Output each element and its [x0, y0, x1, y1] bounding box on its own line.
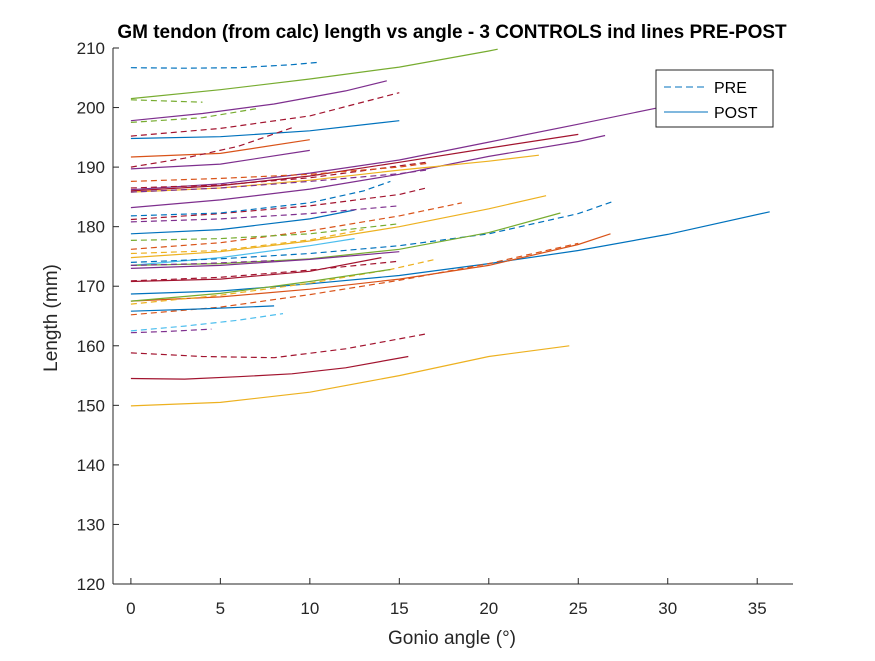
y-tick-label: 210: [77, 39, 105, 58]
series-line-7-post: [130, 120, 400, 140]
series-line-4-pre: [130, 108, 257, 123]
axes-layer: [112, 48, 793, 585]
x-ticks: 0 5 10 15 20 25 30 35: [126, 578, 767, 618]
x-tick-label: 30: [658, 599, 677, 618]
series-line-24-pre: [130, 229, 364, 255]
y-tick-label: 200: [77, 99, 105, 118]
series-line-22-pre: [130, 202, 463, 250]
series-line-41-pre: [130, 333, 427, 359]
series-line-2-post: [130, 48, 498, 100]
series-line-32-pre: [130, 260, 400, 282]
x-tick-label: 25: [569, 599, 588, 618]
series-line-21-pre: [130, 205, 400, 223]
x-tick-label: 10: [300, 599, 319, 618]
legend-label-pre: PRE: [714, 80, 747, 97]
series-line-29-post: [130, 251, 400, 269]
series-line-11-post: [130, 134, 606, 209]
series-line-6-pre: [130, 92, 400, 137]
series-line-40-pre: [130, 328, 212, 334]
y-tick-label: 130: [77, 515, 105, 534]
series-line-23-post: [130, 195, 547, 259]
series-line-39-pre: [130, 313, 284, 332]
y-axis-label: Length (mm): [41, 264, 62, 372]
x-tick-label: 5: [216, 599, 225, 618]
series-line-8-post: [130, 139, 310, 158]
legend-box: [655, 69, 774, 128]
series-line-33-post: [130, 211, 770, 295]
y-tick-label: 190: [77, 158, 105, 177]
x-axis-label: Gonio angle (°): [388, 628, 516, 649]
series-line-15-pre: [130, 161, 427, 189]
series-layer: [130, 48, 770, 407]
y-tick-label: 160: [77, 337, 105, 356]
x-tick-label: 15: [390, 599, 409, 618]
legend-label-post: POST: [714, 105, 758, 122]
series-line-1-pre: [130, 61, 319, 69]
x-tick-label: 20: [479, 599, 498, 618]
x-tick-label: 35: [748, 599, 767, 618]
series-line-3-pre: [130, 99, 203, 103]
x-tick-label: 0: [126, 599, 135, 618]
y-tick-label: 140: [77, 456, 105, 475]
y-tick-label: 170: [77, 277, 105, 296]
series-line-9-pre: [130, 127, 293, 168]
series-line-26-pre: [130, 200, 615, 263]
series-line-14-post: [130, 149, 310, 170]
y-tick-label: 180: [77, 218, 105, 237]
series-line-42-post: [130, 355, 409, 380]
series-line-43-post: [130, 345, 570, 407]
y-tick-label: 150: [77, 396, 105, 415]
y-tick-label: 120: [77, 575, 105, 594]
chart-title: GM tendon (from calc) length vs angle - …: [117, 22, 787, 43]
series-line-12-post: [130, 133, 579, 192]
series-line-5-post: [130, 80, 387, 122]
series-line-38-post: [130, 305, 275, 312]
y-ticks: 120 130 140 150 160 170 180 190 200 210: [77, 39, 119, 594]
series-line-37-post: [130, 268, 391, 302]
series-line-19-pre: [130, 180, 391, 217]
series-line-28-pre: [130, 223, 400, 241]
series-line-20-post: [130, 209, 355, 235]
series-line-13-post: [130, 154, 539, 193]
series-line-34-post: [130, 233, 611, 302]
series-line-10-post: [130, 101, 686, 191]
legend: PRE POST: [655, 69, 774, 128]
series-line-25-post: [130, 238, 355, 266]
series-line-31-post: [130, 257, 382, 283]
series-line-36-pre: [130, 258, 436, 305]
series-line-30-pre: [130, 260, 275, 266]
